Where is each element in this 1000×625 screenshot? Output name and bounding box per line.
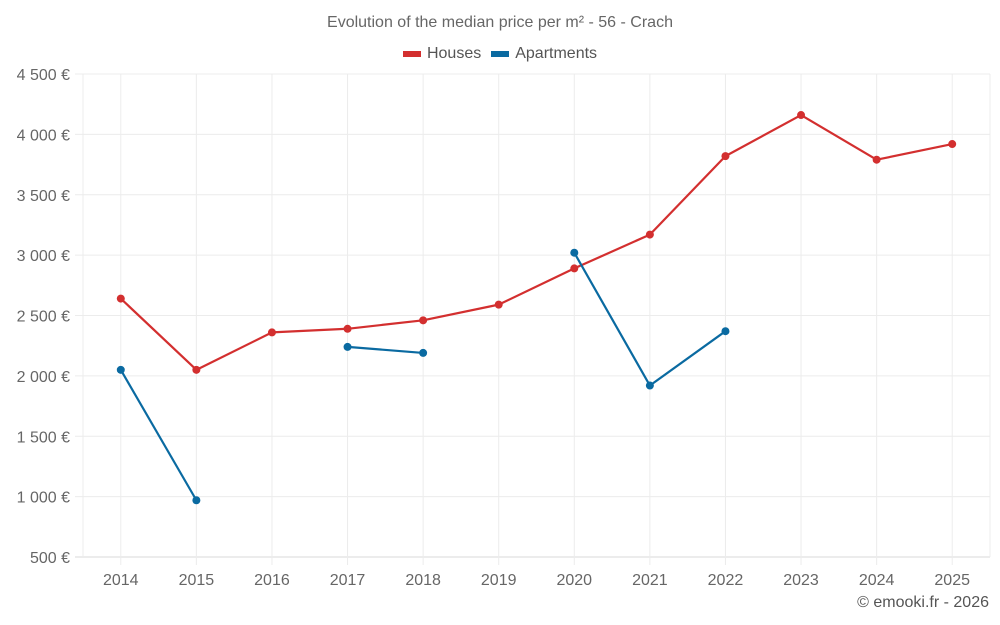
x-tick-label: 2021 <box>632 572 668 589</box>
y-tick-label: 2 500 € <box>17 309 70 326</box>
data-point-houses <box>494 300 503 309</box>
data-point-houses <box>419 316 428 325</box>
y-tick-label: 1 500 € <box>17 429 70 446</box>
x-tick-label: 2017 <box>330 572 366 589</box>
y-tick-label: 2 000 € <box>17 369 70 386</box>
data-point-houses <box>570 264 579 273</box>
legend-label-houses: Houses <box>426 45 482 62</box>
data-point-houses <box>645 230 654 239</box>
y-tick-label: 500 € <box>30 550 70 567</box>
legend: Houses Apartments <box>0 45 1000 63</box>
data-point-houses <box>343 324 352 333</box>
data-point-houses <box>872 155 881 164</box>
data-point-houses <box>797 111 806 120</box>
x-tick-label: 2022 <box>708 572 744 589</box>
data-point-houses <box>721 152 730 161</box>
data-point-houses <box>192 365 201 374</box>
data-point-apartments <box>570 248 579 257</box>
x-tick-label: 2024 <box>859 572 895 589</box>
data-point-houses <box>116 294 125 303</box>
data-point-apartments <box>645 381 654 390</box>
data-point-apartments <box>343 342 352 351</box>
legend-item-houses[interactable]: Houses <box>402 45 482 63</box>
data-point-apartments <box>116 365 125 374</box>
legend-label-apartments: Apartments <box>515 45 598 62</box>
series-line-apartments <box>119 369 198 501</box>
x-tick-label: 2016 <box>254 572 290 589</box>
legend-swatch-houses <box>402 51 421 57</box>
legend-item-apartments[interactable]: Apartments <box>491 45 597 63</box>
data-point-houses <box>267 328 276 337</box>
data-point-apartments <box>192 496 201 505</box>
x-tick-label: 2023 <box>783 572 819 589</box>
x-tick-label: 2025 <box>934 572 970 589</box>
x-tick-label: 2015 <box>179 572 215 589</box>
y-tick-label: 4 000 € <box>17 127 70 144</box>
y-tick-label: 4 500 € <box>17 67 70 84</box>
copyright-credit: © emooki.fr - 2026 <box>857 594 989 611</box>
legend-swatch-apartments <box>491 51 510 57</box>
y-tick-label: 3 000 € <box>17 248 70 265</box>
x-tick-label: 2018 <box>405 572 441 589</box>
x-tick-label: 2020 <box>556 572 592 589</box>
series-line-houses <box>120 113 953 371</box>
series-line-apartments <box>347 345 424 355</box>
y-tick-label: 3 500 € <box>17 188 70 205</box>
y-tick-label: 1 000 € <box>17 490 70 507</box>
x-tick-label: 2014 <box>103 572 139 589</box>
data-point-houses <box>948 140 957 149</box>
x-tick-label: 2019 <box>481 572 517 589</box>
data-point-apartments <box>419 348 428 357</box>
chart-title: Evolution of the median price per m² - 5… <box>327 14 673 31</box>
data-point-apartments <box>721 327 730 336</box>
